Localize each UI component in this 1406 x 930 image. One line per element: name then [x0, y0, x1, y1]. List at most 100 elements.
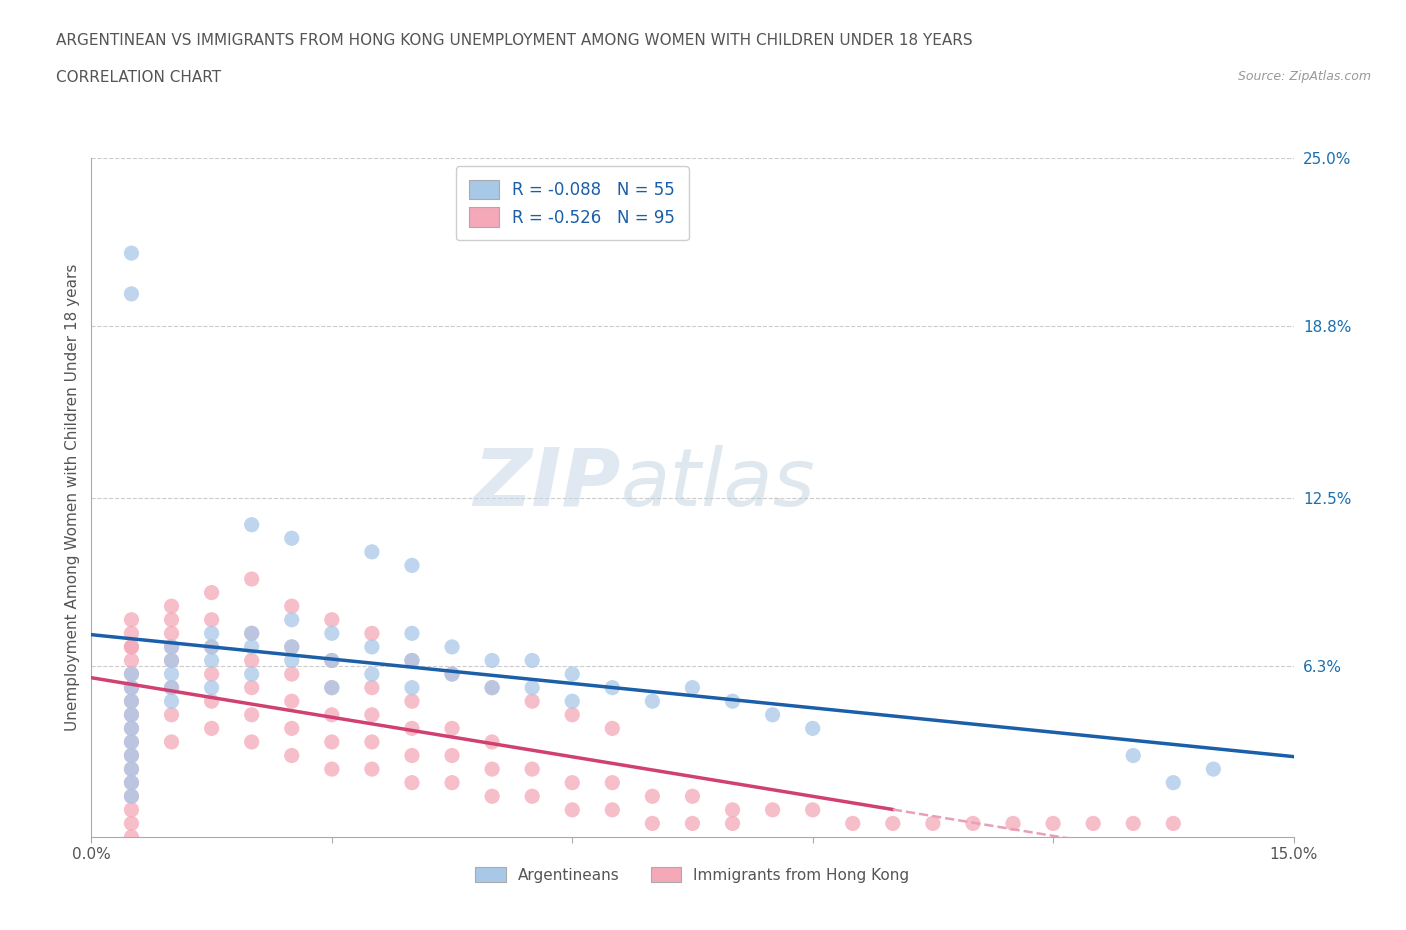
Point	[160, 640, 183, 655]
Point	[160, 680, 183, 695]
Point	[121, 776, 143, 790]
Point	[160, 680, 183, 695]
Point	[681, 680, 703, 695]
Point	[1083, 816, 1105, 830]
Point	[481, 762, 503, 777]
Point	[121, 640, 143, 655]
Point	[1001, 816, 1024, 830]
Point	[440, 721, 463, 736]
Point	[401, 721, 423, 736]
Point	[962, 816, 984, 830]
Point	[121, 762, 143, 777]
Point	[762, 803, 785, 817]
Point	[240, 735, 263, 750]
Point	[602, 776, 624, 790]
Point	[160, 599, 183, 614]
Point	[481, 680, 503, 695]
Point	[360, 680, 382, 695]
Point	[321, 612, 343, 627]
Point	[360, 762, 382, 777]
Point	[121, 667, 143, 682]
Point	[121, 708, 143, 723]
Point	[240, 640, 263, 655]
Point	[481, 789, 503, 804]
Point	[522, 762, 544, 777]
Point	[160, 667, 183, 682]
Point	[801, 721, 824, 736]
Legend: Argentineans, Immigrants from Hong Kong: Argentineans, Immigrants from Hong Kong	[468, 859, 917, 890]
Point	[561, 776, 583, 790]
Point	[401, 694, 423, 709]
Point	[240, 572, 263, 587]
Point	[121, 748, 143, 763]
Point	[201, 612, 224, 627]
Point	[721, 816, 744, 830]
Point	[281, 612, 304, 627]
Point	[240, 680, 263, 695]
Point	[160, 612, 183, 627]
Point	[602, 803, 624, 817]
Point	[201, 721, 224, 736]
Point	[321, 626, 343, 641]
Point	[681, 789, 703, 804]
Point	[160, 640, 183, 655]
Text: Source: ZipAtlas.com: Source: ZipAtlas.com	[1237, 70, 1371, 83]
Point	[121, 680, 143, 695]
Point	[841, 816, 863, 830]
Point	[121, 721, 143, 736]
Point	[561, 708, 583, 723]
Point	[121, 708, 143, 723]
Text: CORRELATION CHART: CORRELATION CHART	[56, 70, 221, 85]
Point	[440, 667, 463, 682]
Point	[281, 653, 304, 668]
Point	[360, 708, 382, 723]
Point	[121, 680, 143, 695]
Point	[481, 735, 503, 750]
Point	[121, 762, 143, 777]
Point	[240, 626, 263, 641]
Point	[121, 694, 143, 709]
Point	[201, 653, 224, 668]
Point	[401, 776, 423, 790]
Point	[121, 789, 143, 804]
Point	[160, 735, 183, 750]
Point	[121, 667, 143, 682]
Point	[401, 626, 423, 641]
Point	[321, 762, 343, 777]
Point	[121, 803, 143, 817]
Point	[160, 694, 183, 709]
Point	[561, 667, 583, 682]
Point	[201, 694, 224, 709]
Point	[401, 558, 423, 573]
Point	[321, 708, 343, 723]
Point	[360, 640, 382, 655]
Point	[121, 246, 143, 260]
Point	[281, 667, 304, 682]
Point	[240, 667, 263, 682]
Y-axis label: Unemployment Among Women with Children Under 18 years: Unemployment Among Women with Children U…	[65, 264, 80, 731]
Point	[641, 816, 664, 830]
Point	[360, 626, 382, 641]
Point	[121, 286, 143, 301]
Point	[121, 776, 143, 790]
Point	[401, 653, 423, 668]
Point	[121, 735, 143, 750]
Point	[721, 694, 744, 709]
Point	[121, 830, 143, 844]
Point	[721, 803, 744, 817]
Point	[522, 789, 544, 804]
Point	[281, 748, 304, 763]
Point	[522, 694, 544, 709]
Text: ZIP: ZIP	[472, 445, 620, 523]
Point	[1163, 776, 1185, 790]
Point	[321, 653, 343, 668]
Point	[401, 653, 423, 668]
Point	[321, 680, 343, 695]
Point	[281, 694, 304, 709]
Point	[801, 803, 824, 817]
Point	[201, 640, 224, 655]
Point	[201, 667, 224, 682]
Point	[440, 776, 463, 790]
Point	[762, 708, 785, 723]
Point	[201, 585, 224, 600]
